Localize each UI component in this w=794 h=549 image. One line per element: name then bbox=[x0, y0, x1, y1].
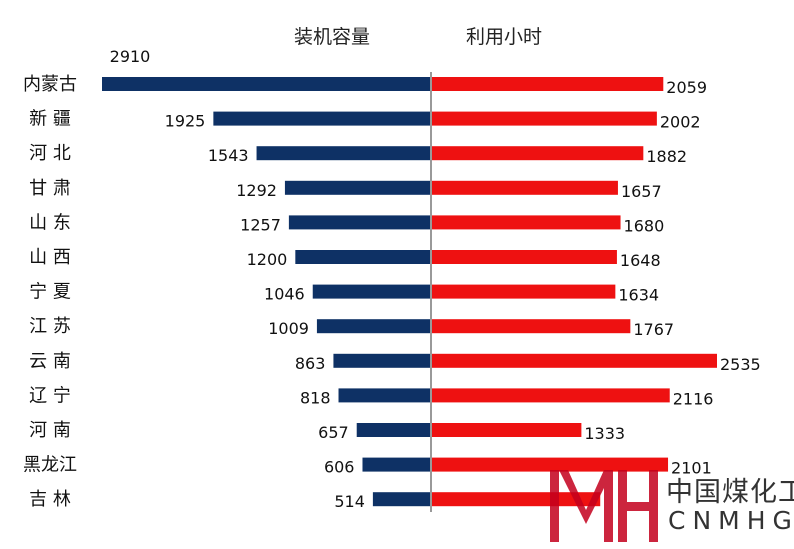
category-label: 吉 林 bbox=[29, 489, 71, 510]
capacity-value-label: 514 bbox=[334, 492, 365, 511]
hours-bar bbox=[431, 388, 670, 403]
hours-value-label: 1648 bbox=[620, 251, 661, 270]
hours-bar bbox=[431, 215, 621, 230]
hours-bar bbox=[431, 146, 644, 161]
category-label: 云 南 bbox=[29, 351, 71, 372]
capacity-bar bbox=[295, 250, 431, 264]
capacity-value-label: 2910 bbox=[110, 47, 151, 66]
hours-value-labels: 2059 2002 1882 1657 1680 1648 1634 1767 2535 2116… bbox=[584, 78, 760, 478]
hours-value-label: 1882 bbox=[646, 147, 687, 166]
capacity-bar bbox=[362, 457, 431, 472]
watermark-cn-text: 中国煤化工 bbox=[666, 477, 794, 508]
category-label: 新 疆 bbox=[29, 109, 71, 130]
capacity-value-label: 1046 bbox=[264, 285, 305, 304]
capacity-bars bbox=[102, 77, 431, 507]
watermark-en-text: CNMHG bbox=[668, 506, 794, 535]
capacity-bar bbox=[338, 388, 431, 403]
hours-value-label: 1333 bbox=[584, 424, 625, 443]
capacity-bar bbox=[372, 492, 431, 507]
hours-value-label: 2535 bbox=[720, 355, 761, 374]
mh-logo-icon bbox=[550, 470, 658, 542]
category-label: 山 西 bbox=[29, 247, 71, 268]
hours-bar bbox=[431, 457, 669, 472]
capacity-value-label: 1925 bbox=[165, 112, 206, 131]
series-title-hours: 利用小时 bbox=[466, 26, 542, 48]
series-titles: 装机容量 利用小时 bbox=[294, 26, 542, 48]
capacity-bar bbox=[312, 284, 431, 299]
capacity-value-label: 1292 bbox=[236, 181, 277, 200]
category-label: 内蒙古 bbox=[23, 74, 77, 95]
hours-bars bbox=[431, 77, 717, 507]
hours-value-label: 2116 bbox=[673, 389, 714, 408]
category-label: 山 东 bbox=[29, 212, 71, 233]
hours-value-label: 2059 bbox=[666, 78, 707, 97]
capacity-bar bbox=[356, 423, 431, 437]
hours-bar bbox=[431, 353, 717, 368]
capacity-bar bbox=[288, 215, 431, 230]
category-label: 甘 肃 bbox=[29, 178, 71, 199]
hours-bar bbox=[431, 180, 618, 195]
capacity-bar bbox=[102, 77, 431, 91]
category-label: 黑龙江 bbox=[23, 455, 77, 476]
hours-bar bbox=[431, 111, 657, 126]
hours-value-label: 1657 bbox=[621, 182, 662, 201]
hours-value-label: 1634 bbox=[618, 286, 659, 305]
category-label: 江 苏 bbox=[29, 316, 71, 337]
capacity-value-label: 657 bbox=[318, 423, 349, 442]
hours-bar bbox=[431, 250, 617, 264]
hours-value-label: 2101 bbox=[671, 459, 712, 478]
capacity-bar bbox=[256, 146, 431, 161]
category-label: 宁 夏 bbox=[29, 282, 71, 303]
capacity-bar bbox=[316, 319, 431, 334]
hours-value-label: 1767 bbox=[633, 320, 674, 339]
capacity-value-label: 1200 bbox=[247, 250, 288, 269]
hours-bar bbox=[431, 319, 631, 334]
capacity-value-label: 1257 bbox=[240, 215, 281, 234]
hours-bar bbox=[431, 284, 616, 299]
category-label: 辽 宁 bbox=[29, 385, 71, 406]
hours-value-label: 1680 bbox=[624, 216, 665, 235]
capacity-value-label: 1543 bbox=[208, 146, 249, 165]
capacity-value-label: 863 bbox=[295, 354, 326, 373]
category-label: 河 南 bbox=[29, 420, 71, 441]
series-title-capacity: 装机容量 bbox=[294, 26, 370, 48]
hours-bar bbox=[431, 77, 664, 91]
capacity-value-label: 1009 bbox=[268, 319, 309, 338]
capacity-bar bbox=[213, 111, 431, 126]
capacity-value-label: 606 bbox=[324, 458, 355, 477]
category-label: 河 北 bbox=[29, 143, 71, 164]
hours-value-label: 2002 bbox=[660, 113, 701, 132]
capacity-bar bbox=[333, 353, 431, 368]
watermark-logo: 中国煤化工 CNMHG bbox=[548, 462, 794, 545]
capacity-bar bbox=[284, 180, 431, 195]
capacity-value-label: 818 bbox=[300, 388, 331, 407]
hours-bar bbox=[431, 423, 582, 437]
